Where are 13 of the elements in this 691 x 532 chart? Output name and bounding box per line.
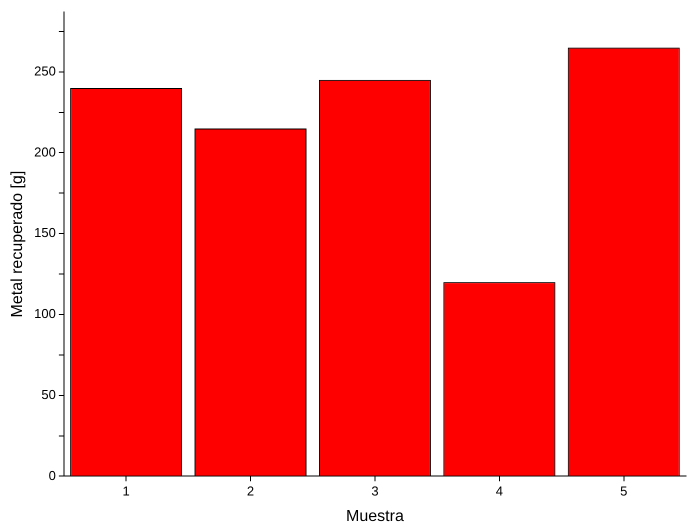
- x-tick-label: 4: [496, 484, 503, 499]
- x-tick-label: 2: [246, 484, 254, 499]
- y-axis-title: Metal recuperado [g]: [9, 170, 26, 318]
- x-tick-label: 1: [122, 484, 130, 499]
- y-tick-label: 250: [34, 63, 56, 78]
- x-axis-title: Muestra: [346, 508, 404, 525]
- x-tick-label: 5: [620, 484, 628, 499]
- y-tick-label: 150: [34, 225, 56, 240]
- x-tick-label: 3: [371, 484, 379, 499]
- y-tick-label: 200: [34, 144, 56, 160]
- y-tick-label: 0: [48, 468, 56, 483]
- y-tick-label: 50: [41, 386, 56, 402]
- y-tick-label: 100: [34, 306, 56, 322]
